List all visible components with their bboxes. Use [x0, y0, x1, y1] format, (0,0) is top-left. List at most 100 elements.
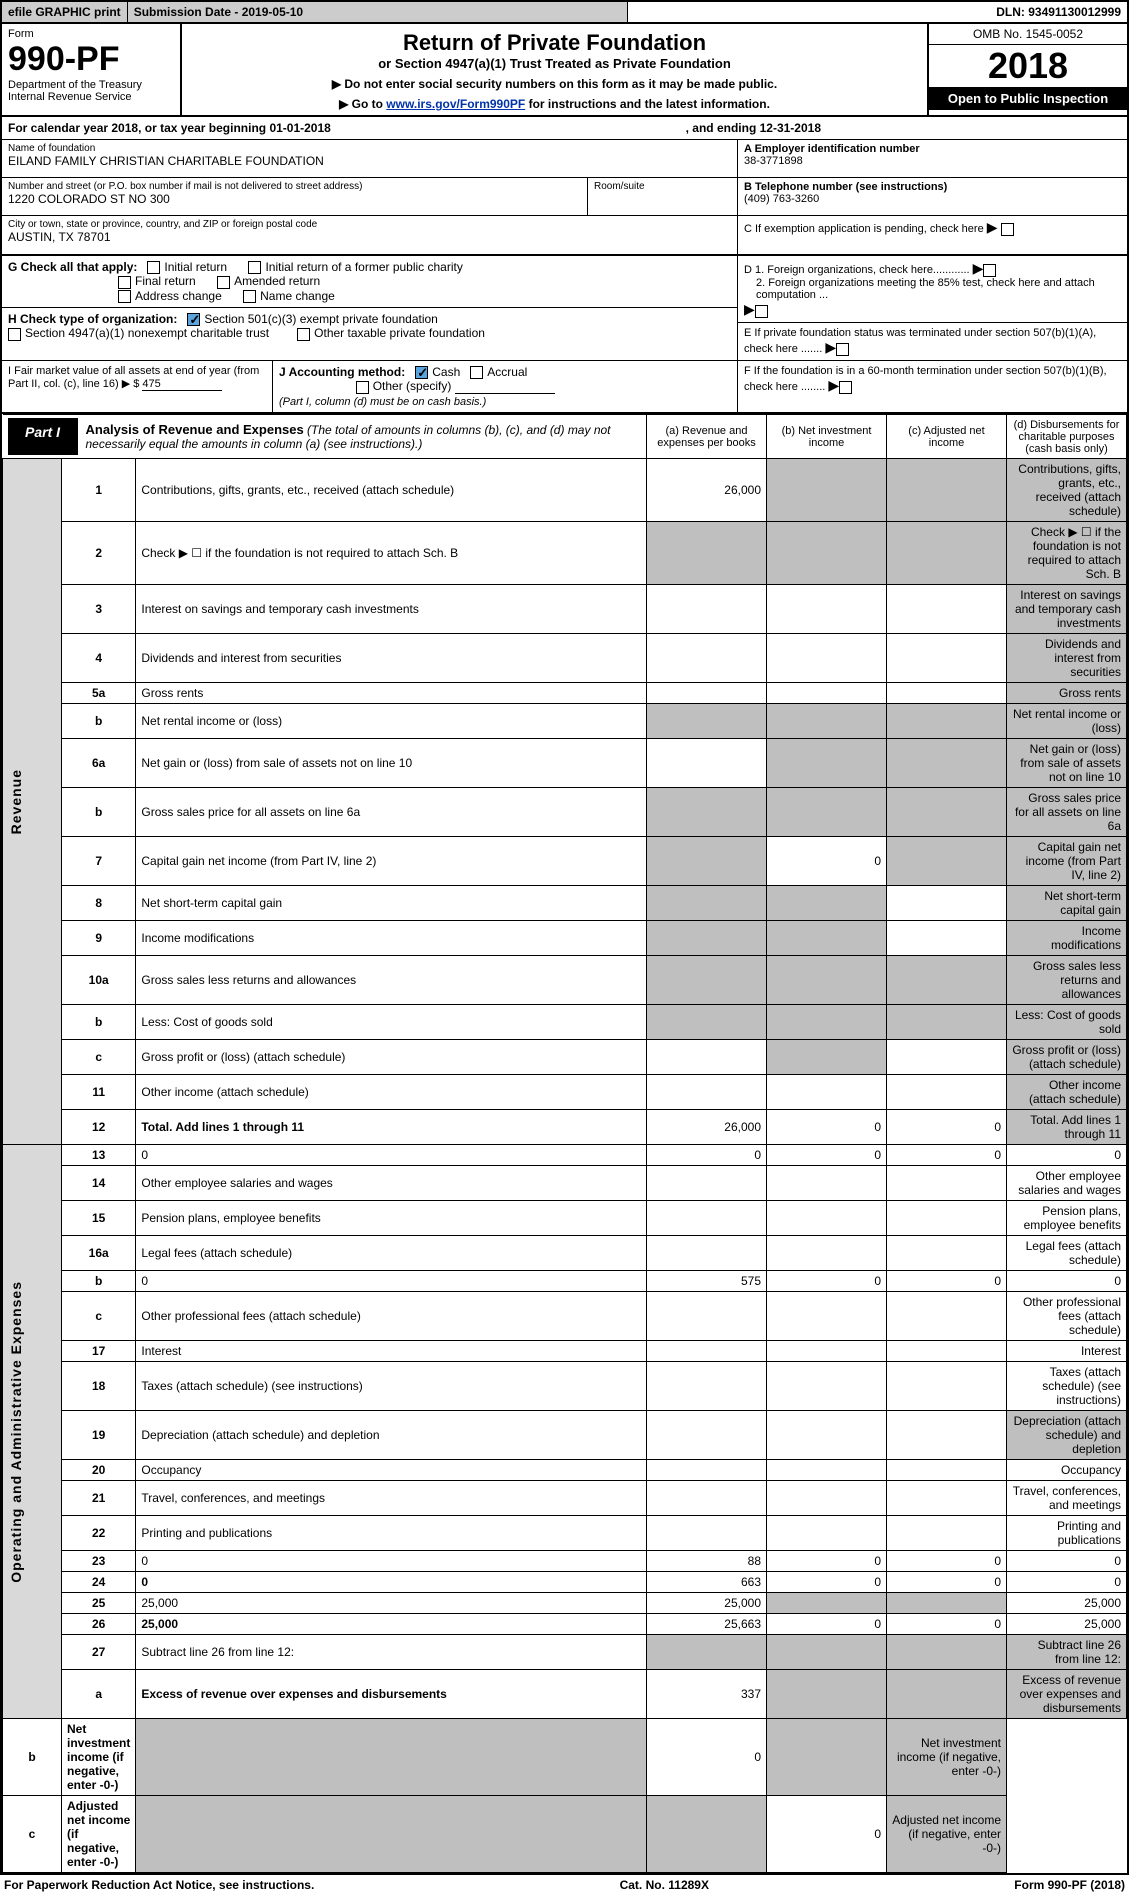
cell-16a-c [887, 1236, 1007, 1271]
checks-left: G Check all that apply: Initial return I… [2, 256, 737, 360]
e-checkbox[interactable] [836, 343, 849, 356]
cell-7-a [647, 837, 767, 886]
cell-15-b [767, 1201, 887, 1236]
line-desc-27: Subtract line 26 from line 12: [136, 1635, 647, 1670]
instr-2-post: for instructions and the latest informat… [525, 97, 770, 111]
g-opt-1[interactable]: Initial return of a former public charit… [248, 260, 462, 274]
cell-26-c: 0 [887, 1614, 1007, 1635]
cell-13-d: 0 [1007, 1145, 1127, 1166]
cell-19-d: Depreciation (attach schedule) and deple… [1007, 1411, 1127, 1460]
line-num-1: 1 [62, 459, 136, 522]
form-title: Return of Private Foundation [190, 30, 919, 56]
d1-checkbox[interactable] [983, 264, 996, 277]
row-11: 11 Other income (attach schedule) Other … [3, 1075, 1127, 1110]
h-opt-3[interactable]: Other taxable private foundation [297, 326, 485, 340]
cell-b-d: Gross sales price for all assets on line… [1007, 788, 1127, 837]
row-24: 24 0 663000 [3, 1572, 1127, 1593]
row-19: 19 Depreciation (attach schedule) and de… [3, 1411, 1127, 1460]
part1-table: Part I Analysis of Revenue and Expenses … [2, 414, 1127, 1873]
line-num-19: 19 [62, 1411, 136, 1460]
room-label: Room/suite [594, 181, 731, 192]
cell-23-d: 0 [1007, 1551, 1127, 1572]
cell-11-c [887, 1075, 1007, 1110]
footer-left: For Paperwork Reduction Act Notice, see … [4, 1878, 314, 1892]
f-checkbox[interactable] [839, 381, 852, 394]
cell-8-b [767, 886, 887, 921]
line-desc-24: 0 [136, 1572, 647, 1593]
addr-row: Number and street (or P.O. box number if… [2, 178, 737, 216]
cell-12-c: 0 [887, 1110, 1007, 1145]
g-opt-0[interactable]: Initial return [147, 260, 227, 274]
row-b: b Net investment income (if negative, en… [3, 1719, 1127, 1796]
cell-20-a [647, 1460, 767, 1481]
line-num-14: 14 [62, 1166, 136, 1201]
row-10a: 10a Gross sales less returns and allowan… [3, 956, 1127, 1005]
d2-checkbox[interactable] [755, 305, 768, 318]
j-other[interactable]: Other (specify) [356, 379, 452, 393]
cell-11-d: Other income (attach schedule) [1007, 1075, 1127, 1110]
line-desc-b: Less: Cost of goods sold [136, 1005, 647, 1040]
h-opt-1[interactable]: Section 501(c)(3) exempt private foundat… [187, 312, 437, 326]
line-num-24: 24 [62, 1572, 136, 1593]
cell-16a-a [647, 1236, 767, 1271]
g-opt-2[interactable]: Final return [118, 274, 196, 288]
j-other-input[interactable] [455, 379, 555, 394]
line-num-25: 25 [62, 1593, 136, 1614]
h-opt-2[interactable]: Section 4947(a)(1) nonexempt charitable … [8, 326, 269, 340]
line-num-3: 3 [62, 585, 136, 634]
cell-23-b: 0 [767, 1551, 887, 1572]
line-desc-25: 25,000 [136, 1593, 647, 1614]
line-num-23: 23 [62, 1551, 136, 1572]
g-opt-4[interactable]: Address change [118, 289, 222, 303]
row-c: c Gross profit or (loss) (attach schedul… [3, 1040, 1127, 1075]
line-desc-26: 25,000 [136, 1614, 647, 1635]
cell-b-c [887, 704, 1007, 739]
j-label: J Accounting method: [279, 365, 405, 379]
cell-4-a [647, 634, 767, 683]
instr-2: ▶ Go to www.irs.gov/Form990PF for instru… [190, 97, 919, 111]
line-desc-b: Net investment income (if negative, ente… [62, 1719, 136, 1796]
f-section: F If the foundation is in a 60-month ter… [737, 361, 1127, 412]
h-row: H Check type of organization: Section 50… [2, 308, 737, 345]
d1-label: D 1. Foreign organizations, check here..… [744, 264, 970, 276]
phone-row: B Telephone number (see instructions) (4… [738, 178, 1127, 216]
cell-18-a [647, 1362, 767, 1411]
cell-26-a: 25,663 [647, 1614, 767, 1635]
cell-5a-b [767, 683, 887, 704]
form-label: Form [8, 28, 174, 40]
line-desc-21: Travel, conferences, and meetings [136, 1481, 647, 1516]
g-opt-3[interactable]: Amended return [217, 274, 320, 288]
j-cash[interactable]: Cash [415, 365, 460, 379]
cal-begin: For calendar year 2018, or tax year begi… [8, 121, 331, 135]
cell-24-c: 0 [887, 1572, 1007, 1593]
line-desc-4: Dividends and interest from securities [136, 634, 647, 683]
c-checkbox[interactable] [1001, 223, 1014, 236]
line-num-21: 21 [62, 1481, 136, 1516]
row-20: 20 Occupancy Occupancy [3, 1460, 1127, 1481]
cell-c-b [767, 1040, 887, 1075]
row-14: 14 Other employee salaries and wages Oth… [3, 1166, 1127, 1201]
row-4: 4 Dividends and interest from securities… [3, 634, 1127, 683]
i-value: 475 [142, 378, 222, 391]
cell-27-d: Subtract line 26 from line 12: [1007, 1635, 1127, 1670]
revenue-sidebar: Revenue [3, 459, 62, 1145]
line-desc-b: Net rental income or (loss) [136, 704, 647, 739]
i-section: I Fair market value of all assets at end… [2, 361, 272, 412]
g-opt-5[interactable]: Name change [243, 289, 335, 303]
cell-4-b [767, 634, 887, 683]
j-accrual[interactable]: Accrual [470, 365, 527, 379]
cell-b-a [136, 1719, 647, 1796]
j-section: J Accounting method: Cash Accrual Other … [272, 361, 737, 412]
cell-9-c [887, 921, 1007, 956]
city-value: AUSTIN, TX 78701 [8, 230, 731, 244]
g-label: G Check all that apply: [8, 260, 137, 274]
instr-link[interactable]: www.irs.gov/Form990PF [386, 97, 525, 111]
cell-11-a [647, 1075, 767, 1110]
part1-title: Analysis of Revenue and Expenses [86, 422, 304, 437]
cell-10a-c [887, 956, 1007, 1005]
entity-block: Name of foundation EILAND FAMILY CHRISTI… [2, 140, 1127, 256]
row-c: c Other professional fees (attach schedu… [3, 1292, 1127, 1341]
line-num-6a: 6a [62, 739, 136, 788]
cell-22-c [887, 1516, 1007, 1551]
cell-3-b [767, 585, 887, 634]
